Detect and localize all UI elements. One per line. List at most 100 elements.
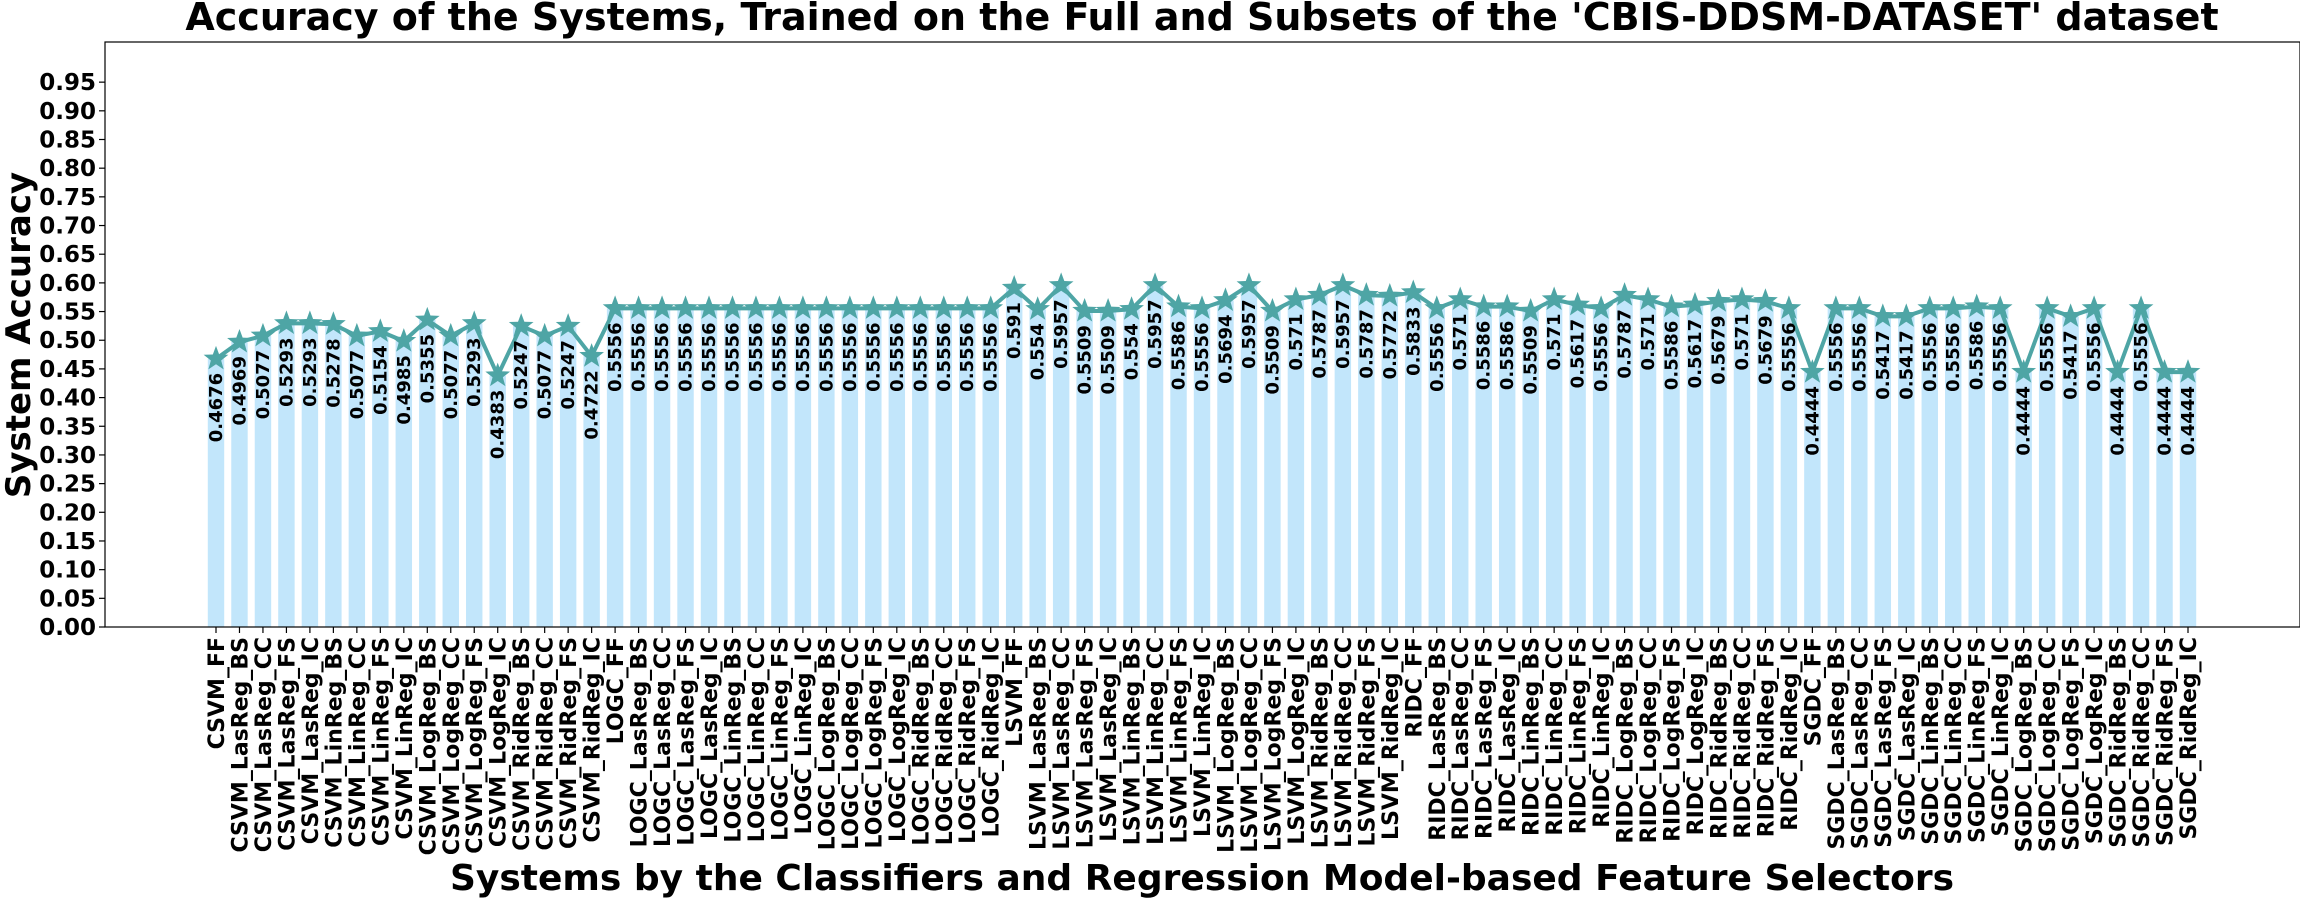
star-marker [1682,291,1708,316]
x-tick-label: LOGC_FF [604,637,629,744]
value-label: 0.5556 [793,322,814,391]
x-tick-label: SGDC_RidReg_IC [2177,637,2202,839]
bar [372,331,389,627]
star-marker [1635,286,1661,311]
x-tick-label: LSVM_LasReg_FS [1074,637,1099,848]
value-label: 0.5556 [2037,322,2058,391]
star-marker [907,295,933,319]
value-label: 0.571 [1732,314,1753,371]
value-labels-group: 0.4676 0.4969 0.5077 0.5293 0.5293 0.5278 0.50… [206,299,2199,459]
star-marker [743,295,769,319]
x-tick-label: LSVM_RidReg_BS [1308,637,1333,848]
bar [1428,308,1445,627]
bar [1005,288,1023,627]
value-label: 0.5417 [1896,330,1917,399]
star-marker [1729,286,1755,311]
bar [466,323,483,627]
bar [2132,308,2150,627]
x-tick-label: RIDC_LogReg_FS [1661,637,1686,842]
y-tick-label: 0.70 [39,214,96,240]
star-marker [860,295,886,319]
value-label: 0.5556 [769,322,790,391]
x-tick-label: SGDC_FF [1801,637,1826,746]
x-tick-label: LSVM_LasReg_BS [1027,637,1052,850]
x-tick-label: LOGC_LasReg_BS [628,637,653,847]
bar [747,308,765,627]
star-marker [1283,286,1309,311]
star-marker [1917,295,1943,319]
star-marker [1940,295,1966,319]
bar [583,356,600,627]
value-label: 0.5556 [863,322,884,391]
bar [1898,316,1915,627]
star-marker [1659,293,1684,318]
value-label: 0.5772 [1380,310,1401,379]
value-label: 0.4444 [2108,386,2129,455]
star-marker [344,322,370,347]
star-marker [696,295,722,319]
x-tick-label: CSVM_LasReg_IC [299,637,324,844]
star-marker [931,295,957,319]
bar [1475,306,1492,627]
x-tick-label: RIDC_LinReg_BS [1520,637,1545,836]
bar [1405,292,1422,627]
value-label: 0.5556 [1943,322,1964,391]
bar [348,335,366,627]
value-label: 0.5556 [2131,322,2152,391]
bar [1780,308,1798,627]
x-tick-label: CSVM_FF [205,637,230,749]
x-tick-label: SGDC_LinReg_IC [1989,637,2014,836]
star-marker [2034,295,2060,319]
value-label: 0.5556 [605,322,626,391]
x-tick-label: LSVM_RidReg_CC [1332,637,1357,848]
value-label: 0.5077 [347,350,368,419]
star-marker [602,295,628,319]
star-marker [1189,295,1215,319]
x-tick-label: CSVM_LinReg_BS [322,637,347,848]
x-tick-label: LSVM_LogReg_BS [1214,637,1239,853]
star-marker [978,295,1004,319]
x-tick-label: LOGC_LogReg_FS [862,637,887,849]
x-tick-label: SGDC_LogReg_BS [2013,637,2038,852]
value-label: 0.5586 [1169,321,1190,390]
star-marker [250,322,276,347]
value-label: 0.591 [1004,302,1025,359]
value-label: 0.554 [1122,323,1143,380]
value-label: 0.5586 [1497,321,1518,390]
value-label: 0.571 [1286,314,1307,371]
x-tick-label: SGDC_LasReg_BS [1825,637,1850,850]
value-label: 0.5556 [1427,322,1448,391]
bar [254,335,272,627]
value-label: 0.5556 [1849,322,1870,391]
star-marker [1870,303,1896,327]
y-tick-label: 0.60 [39,271,96,297]
y-tick-label: 0.55 [39,300,96,326]
bar [2062,316,2079,627]
bar [559,326,577,627]
bar [1616,295,1633,627]
bar [1757,301,1774,627]
x-tick-label: LOGC_RidReg_BS [909,637,934,846]
x-tick-label: CSVM_LasReg_FS [275,637,300,851]
x-tick-label: CSVM_RidReg_BS [510,637,535,851]
value-label: 0.5556 [1192,322,1213,391]
star-marker [1353,282,1379,306]
star-marker [1588,295,1614,319]
bar [912,308,929,627]
bar [888,308,906,627]
value-label: 0.571 [1638,314,1659,371]
star-marker [1964,293,1990,318]
value-label: 0.5556 [840,322,861,391]
x-tick-label: RIDC_LogReg_CC [1637,637,1662,843]
star-marker [1612,282,1637,306]
value-label: 0.5509 [1262,325,1283,394]
star-marker [1307,282,1332,306]
star-marker [1893,303,1919,327]
bar [231,342,248,627]
x-tick-label: LSVM_LogReg_FS [1261,637,1286,851]
value-label: 0.5556 [722,322,743,391]
y-tick-label: 0.65 [39,242,96,268]
bar [1146,285,1164,627]
bar [677,308,694,627]
